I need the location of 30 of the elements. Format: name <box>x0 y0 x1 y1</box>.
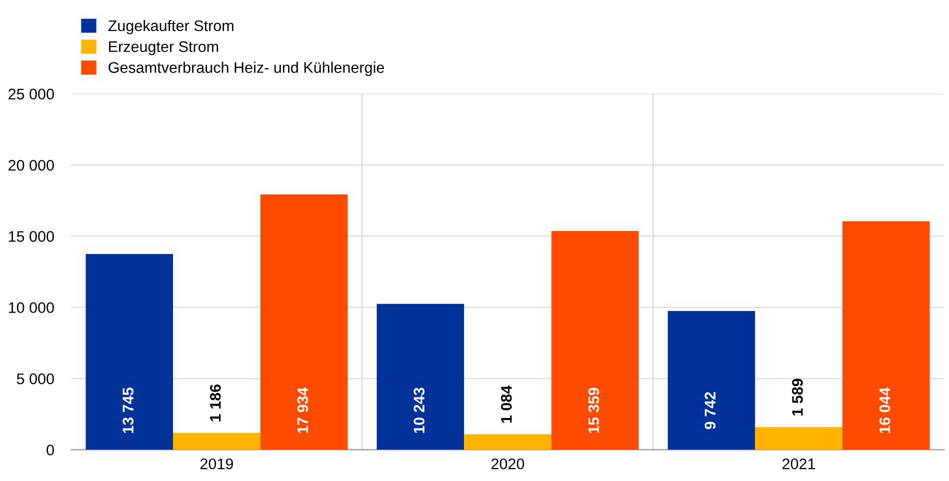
bar <box>86 254 174 450</box>
x-tick-label: 2019 <box>200 458 233 470</box>
data-label: 13 745 <box>122 388 134 433</box>
y-tick-label: 20 000 <box>8 160 54 171</box>
y-tick-label: 5 000 <box>16 373 54 384</box>
bar <box>376 304 464 450</box>
bar <box>260 194 348 450</box>
data-label: 9 742 <box>704 392 716 430</box>
data-label: 17 934 <box>297 387 308 433</box>
x-tick-label: 2020 <box>491 458 524 470</box>
bar <box>173 432 260 450</box>
data-label: 15 359 <box>588 388 600 433</box>
bar <box>842 221 930 450</box>
legend-label: Gesamtverbrauch Heiz- und Kühlenergie <box>108 62 384 76</box>
data-label: 1 186 <box>210 384 221 422</box>
bar <box>551 231 639 450</box>
y-tick-label: 15 000 <box>8 231 54 242</box>
bar <box>464 434 552 450</box>
legend-label: Erzeugter Strom <box>109 41 218 56</box>
data-label: 10 243 <box>414 388 425 433</box>
x-tick-label: 2021 <box>782 458 815 470</box>
y-tick-label: 25 000 <box>8 88 54 100</box>
y-tick-label: 10 000 <box>8 302 54 314</box>
data-label: 1 084 <box>501 385 512 423</box>
data-label: 1 589 <box>792 378 803 416</box>
bar <box>668 311 756 450</box>
data-label: 16 044 <box>879 387 890 433</box>
bar <box>755 427 842 450</box>
legend-label: Zugekaufter Strom <box>108 20 234 34</box>
y-tick-label: 0 <box>46 444 54 456</box>
